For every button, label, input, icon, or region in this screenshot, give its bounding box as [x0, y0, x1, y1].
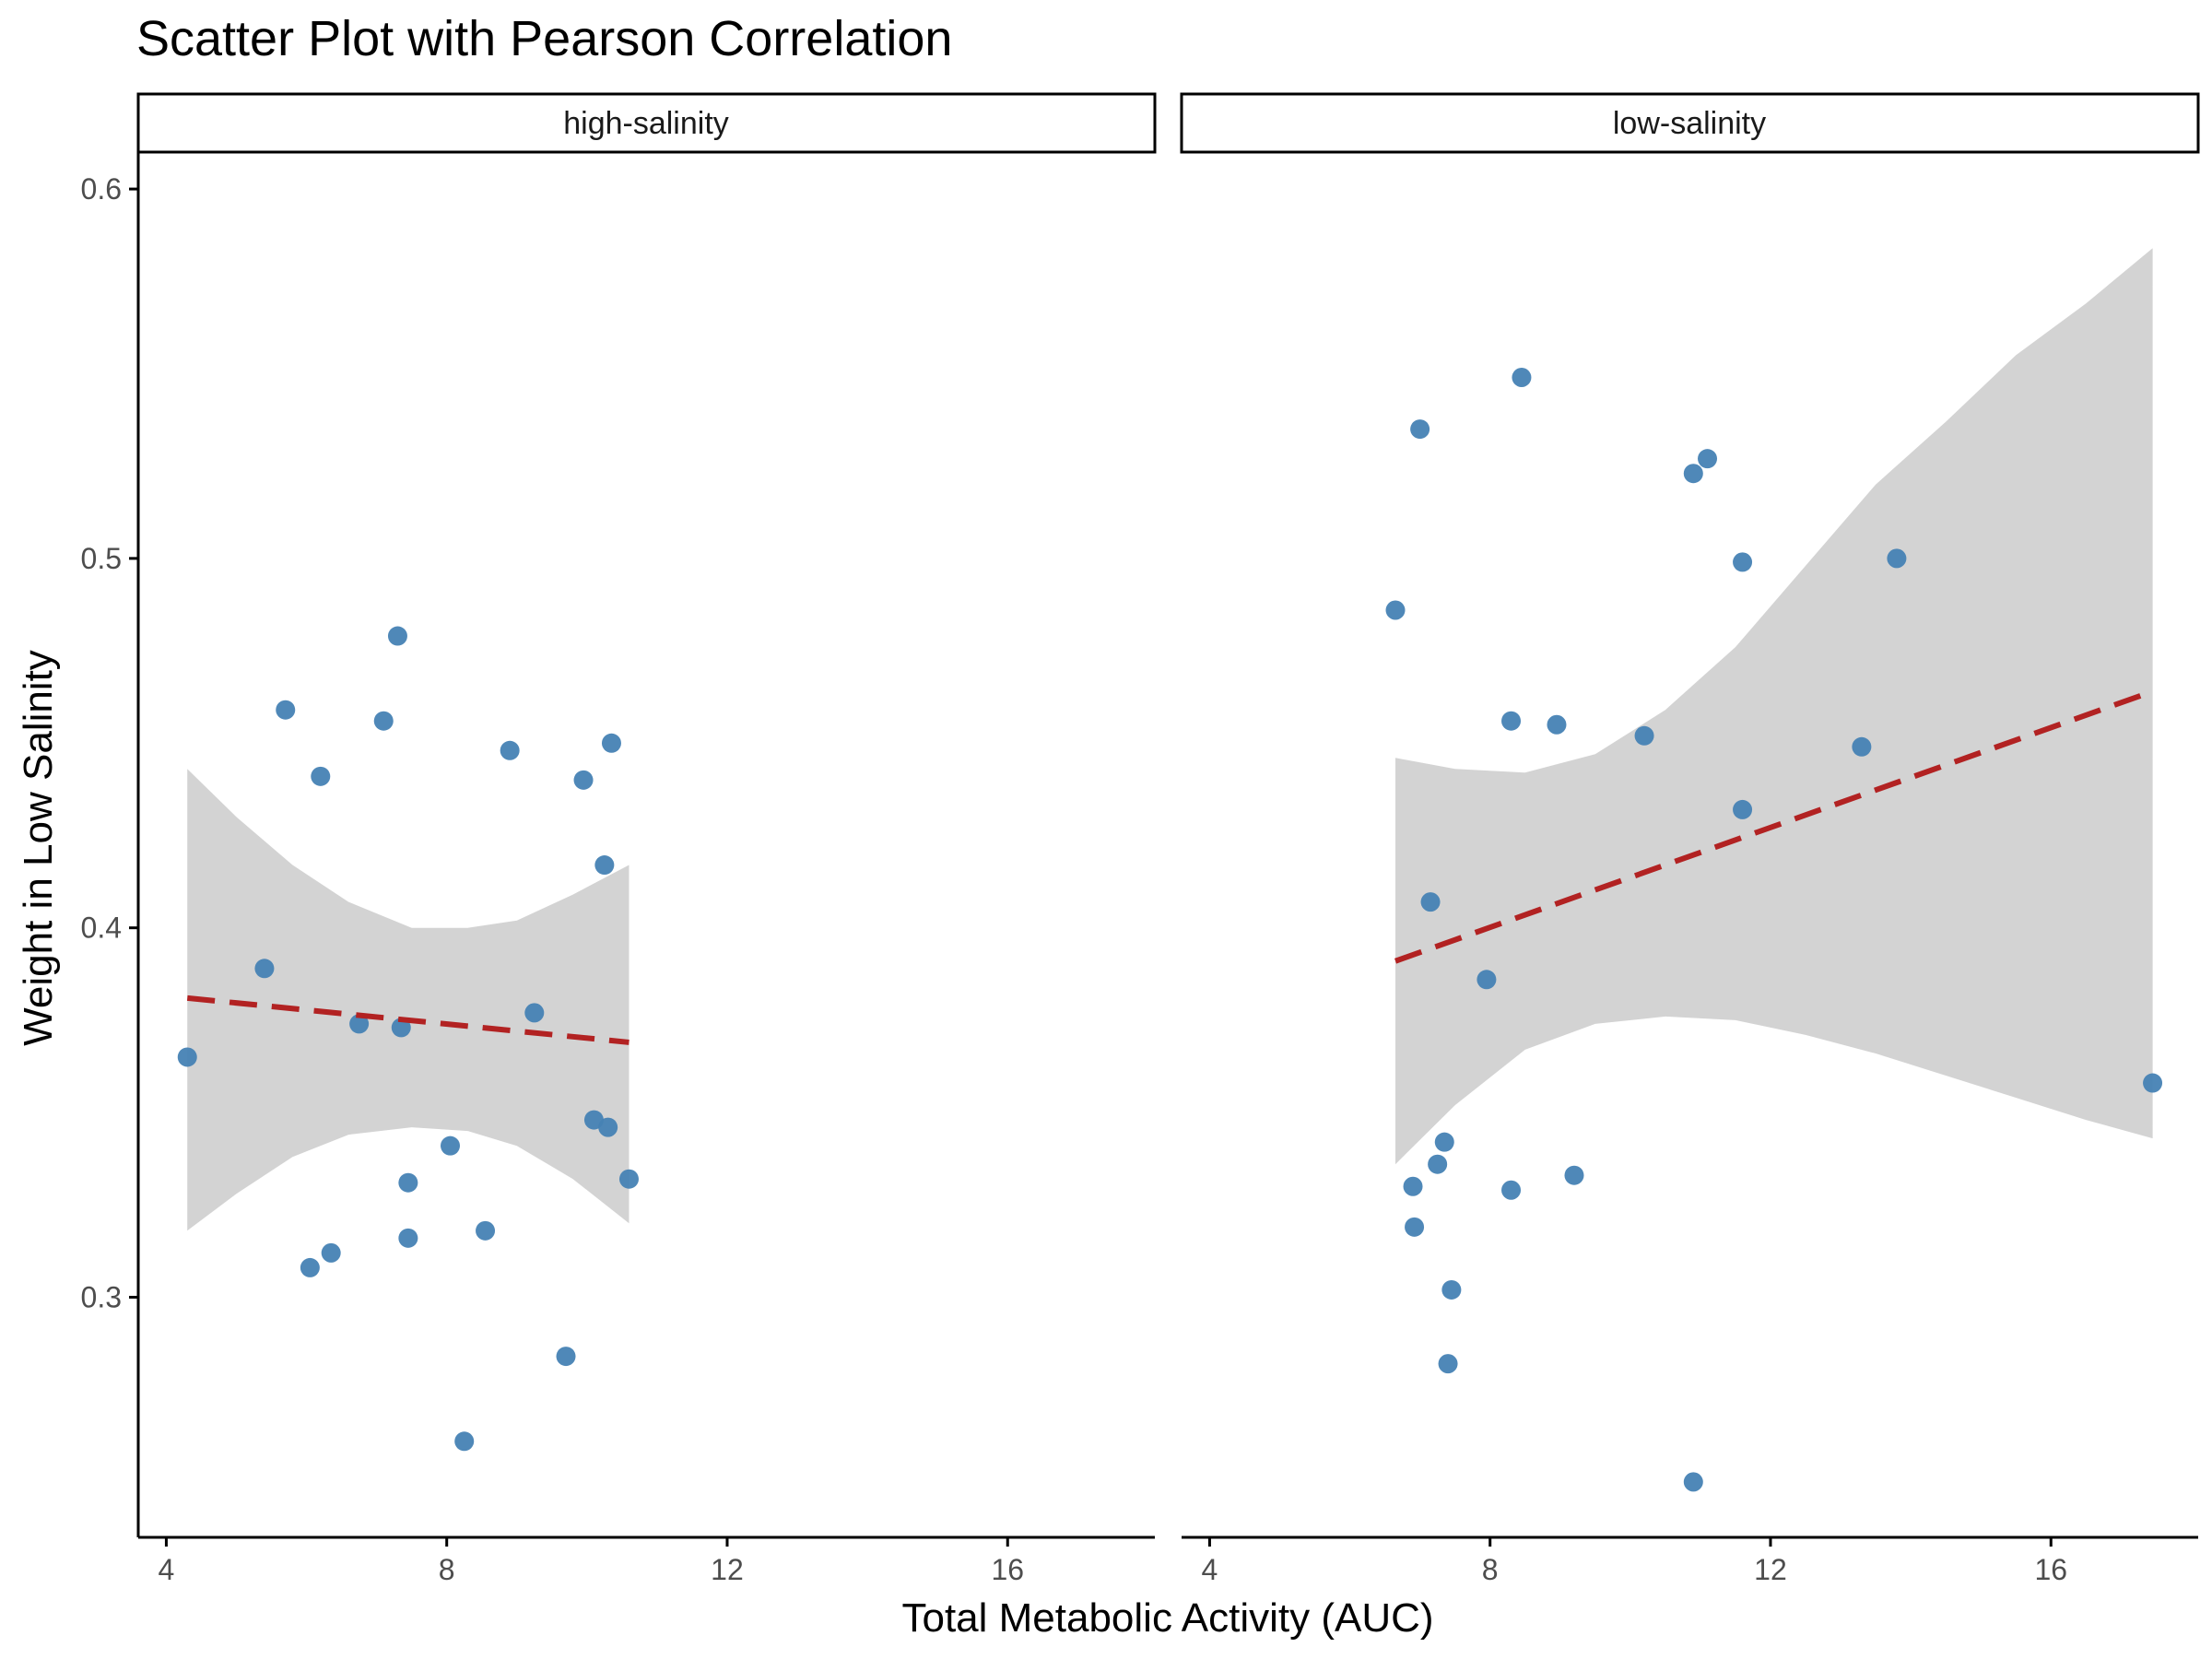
chart-title: Scatter Plot with Pearson Correlation — [136, 11, 952, 66]
x-tick-label: 16 — [991, 1553, 1024, 1586]
data-point — [1441, 1279, 1462, 1300]
x-axis-title: Total Metabolic Activity (AUC) — [901, 1595, 1433, 1641]
data-point — [594, 855, 615, 876]
data-point — [500, 740, 520, 760]
data-point — [1512, 367, 1532, 387]
x-tick-label: 4 — [159, 1553, 175, 1586]
data-point — [398, 1228, 418, 1248]
y-axis: 0.3 0.4 0.5 0.6 — [81, 152, 140, 1537]
regression-line-low-salinity — [1394, 688, 2154, 964]
data-point — [556, 1347, 576, 1367]
data-point — [618, 1169, 639, 1189]
data-point — [2143, 1073, 2163, 1093]
data-point — [1477, 970, 1497, 990]
data-point — [1683, 1472, 1703, 1492]
x-tick-label: 12 — [711, 1553, 744, 1586]
data-point — [1547, 714, 1567, 735]
data-point — [387, 626, 407, 646]
data-point — [573, 770, 594, 790]
panel-low-salinity: low-salinity 4 8 12 16 — [1180, 92, 2200, 1586]
data-point — [373, 711, 394, 731]
y-tick-label: 0.4 — [81, 912, 122, 945]
data-point — [276, 700, 296, 720]
data-point — [311, 766, 331, 786]
data-point — [524, 1003, 545, 1023]
data-point — [1698, 449, 1718, 469]
data-point — [1434, 1132, 1454, 1152]
x-tick-label: 4 — [1202, 1553, 1218, 1586]
facet-label-low-salinity: low-salinity — [1613, 106, 1766, 141]
y-axis-title: Weight in Low Salinity — [16, 650, 61, 1046]
data-point — [1385, 600, 1406, 620]
y-tick-label: 0.5 — [81, 542, 122, 575]
y-tick-label: 0.6 — [81, 172, 122, 206]
regression-line-high-salinity — [186, 994, 629, 1045]
data-point — [1634, 725, 1654, 746]
x-tick-label: 12 — [1754, 1553, 1787, 1586]
confidence-band-low-salinity — [1395, 248, 2153, 1165]
data-point — [1852, 736, 1872, 757]
facet-label-high-salinity: high-salinity — [563, 106, 729, 141]
data-point — [177, 1047, 197, 1067]
data-point — [1564, 1165, 1584, 1185]
data-point — [601, 733, 621, 753]
data-point — [598, 1117, 618, 1137]
data-point — [1420, 892, 1441, 912]
data-point — [1438, 1354, 1458, 1374]
data-point — [1501, 1180, 1522, 1200]
y-tick-label: 0.3 — [81, 1280, 122, 1313]
x-tick-label: 8 — [439, 1553, 455, 1586]
data-point — [1733, 552, 1753, 572]
facet-strip-low-salinity — [1180, 92, 2200, 154]
data-point — [1405, 1217, 1425, 1237]
data-point — [1410, 419, 1430, 440]
data-point — [321, 1242, 341, 1263]
plot-area-low-salinity: 4 8 12 16 — [1182, 248, 2198, 1586]
panel-high-salinity: high-salinity 4 8 12 16 — [136, 92, 1157, 1586]
data-point — [398, 1172, 418, 1193]
data-point — [1887, 548, 1907, 569]
plot-area-high-salinity: 4 8 12 16 — [138, 626, 1155, 1586]
data-point — [441, 1135, 461, 1156]
confidence-band-high-salinity — [187, 769, 629, 1231]
data-point — [1683, 464, 1703, 484]
data-point — [454, 1431, 475, 1452]
x-tick-label: 8 — [1482, 1553, 1499, 1586]
data-point — [1501, 711, 1522, 731]
data-point — [254, 959, 275, 979]
data-point — [1403, 1176, 1423, 1196]
data-point — [1733, 799, 1753, 819]
facet-strip-high-salinity — [136, 92, 1157, 154]
data-point — [349, 1014, 370, 1034]
x-tick-label: 16 — [2034, 1553, 2067, 1586]
data-point — [300, 1257, 320, 1277]
data-point — [1428, 1154, 1448, 1174]
data-point — [476, 1220, 496, 1241]
